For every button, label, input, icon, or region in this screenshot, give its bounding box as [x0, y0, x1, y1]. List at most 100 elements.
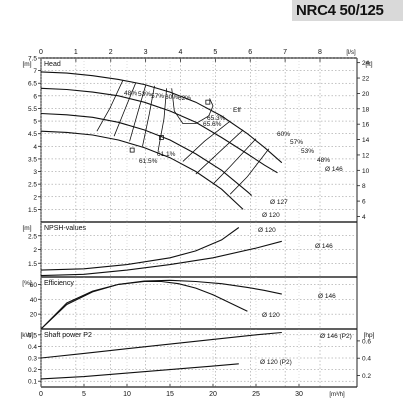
efficiency-label: Eff: [233, 107, 241, 114]
left-tick-label: 3: [33, 169, 37, 176]
bottom-axis-tick-label: 20: [209, 391, 217, 398]
eff-iso-left-2: [129, 84, 147, 142]
eff-iso-left-1: [113, 83, 136, 137]
left-tick-label: 1.5: [28, 261, 37, 268]
panel-efficiency: 20 40 60[%] Efficiency: [22, 276, 357, 330]
bottom-axis-tick-label: 15: [166, 391, 174, 398]
top-axis-tick-label: 4: [179, 49, 183, 56]
eff-iso-right-3: [229, 148, 270, 195]
bottom-axis-tick-label: 25: [252, 391, 260, 398]
series-line-3: [40, 130, 244, 210]
efficiency-label: 53%: [301, 148, 314, 155]
right-unit: [hp]: [364, 332, 375, 339]
left-tick-label: 0.4: [28, 344, 37, 351]
curve-label: Ø 146: [325, 166, 343, 173]
chart-title: NRC4 50/125: [296, 2, 384, 19]
head-efficiency-lines: 48% 53% 57% 60% 62%Eff65.3%65.6%60%57%53%48%…: [96, 80, 343, 219]
eff-iso-right-0: [182, 120, 231, 162]
right-tick-label: 8: [362, 183, 366, 190]
left-unit: [%]: [22, 280, 32, 287]
top-axis-tick-label: 2: [109, 49, 113, 56]
left-unit: [m]: [22, 61, 31, 68]
left-tick-label: 2.5: [28, 182, 37, 189]
series-line-0: [40, 227, 240, 271]
series-line-1: [40, 280, 248, 330]
right-tick-label: 0.6: [362, 338, 371, 345]
efficiency-label: 65.3%: [207, 115, 226, 122]
panel-head: 1.5 2 2.5 3 3.5 4 4.5 5 5.5 6 6.5 7 7.5[m] 4 6 8 10 12 14 1…: [22, 56, 373, 223]
left-tick-label: 7: [33, 68, 37, 75]
left-tick-label: 0.2: [28, 367, 37, 374]
top-axis-unit: [l/s]: [346, 50, 356, 56]
eff-iso-left-3: [142, 85, 155, 147]
right-tick-label: 24: [362, 60, 370, 67]
left-tick-label: 4: [33, 144, 37, 151]
top-axis-tick-label: 0: [39, 49, 43, 56]
right-unit: [ft]: [365, 61, 372, 68]
left-tick-label: 5: [33, 119, 37, 126]
efficiency-label: 61.5%: [139, 158, 158, 165]
left-tick-label: 6: [33, 93, 37, 100]
eff-iso-right-2: [212, 138, 257, 185]
curve-label-efficiency: Ø 146: [318, 293, 336, 300]
top-axis-tick-label: 3: [144, 49, 148, 56]
left-tick-label: 40: [30, 297, 38, 304]
curve-label: Ø 127: [270, 199, 288, 206]
panel-label: Shaft power P2: [44, 332, 92, 339]
bottom-axis-tick-label: 0: [39, 391, 43, 398]
efficiency-label: 60%: [165, 94, 178, 101]
right-tick-label: 22: [362, 76, 370, 83]
right-tick-label: 14: [362, 137, 370, 144]
bep-marker: [129, 147, 135, 153]
right-tick-label: 6: [362, 199, 366, 206]
series-line-1: [40, 240, 282, 277]
efficiency-label: 48%: [317, 157, 330, 164]
right-tick-label: 0.4: [362, 356, 371, 363]
left-tick-label: 0.5: [28, 332, 37, 339]
eff-iso-left-0: [96, 80, 124, 132]
left-unit: [m]: [22, 225, 31, 232]
eff-iso-right-1: [195, 129, 244, 175]
right-tick-label: 4: [362, 214, 366, 221]
bep-marker: [205, 99, 211, 105]
efficiency-label: 61.1%: [157, 151, 176, 158]
title-box: [292, 0, 403, 21]
panel-npsh: 1.5 2 2.5[m] NPSH-values: [22, 221, 357, 278]
left-tick-label: 0.3: [28, 356, 37, 363]
curve-label-power: Ø 146 (P2): [320, 333, 352, 340]
efficiency-label: 60%: [277, 131, 290, 138]
left-tick-label: 4.5: [28, 131, 37, 138]
bep-marker: [158, 135, 164, 140]
top-axis-tick-label: 8: [318, 49, 322, 56]
series-line-2: [40, 112, 253, 196]
right-tick-label: 16: [362, 122, 370, 129]
right-tick-label: 18: [362, 106, 370, 113]
top-axis-tick-label: 7: [283, 49, 287, 56]
right-tick-label: 12: [362, 152, 370, 159]
left-tick-label: 2: [33, 194, 37, 201]
right-tick-label: 10: [362, 168, 370, 175]
curve-label: Ø 120: [262, 212, 280, 219]
left-tick-label: 7.5: [28, 56, 37, 63]
curve-label-power: Ø 120 (P2): [260, 359, 292, 366]
top-axis-tick-label: 6: [248, 49, 252, 56]
curve-label-npsh: Ø 146: [315, 243, 333, 250]
left-tick-label: 2: [33, 247, 37, 254]
left-tick-label: 1.5: [28, 207, 37, 214]
series-line-0: [40, 331, 282, 359]
curve-label-efficiency: Ø 120: [262, 312, 280, 319]
left-tick-label: 6.5: [28, 81, 37, 88]
bottom-axis-tick-label: 5: [82, 391, 86, 398]
panel-label: NPSH-values: [44, 225, 87, 232]
curve-label-npsh: Ø 120: [258, 227, 276, 234]
series-line-0: [40, 71, 283, 164]
bottom-axis-unit: [m³/h]: [329, 392, 345, 398]
right-tick-label: 20: [362, 91, 370, 98]
bottom-axis-tick-label: 10: [123, 391, 131, 398]
left-tick-label: 0.1: [28, 379, 37, 386]
right-tick-label: 0.2: [362, 373, 371, 380]
bottom-axis-tick-label: 30: [295, 391, 303, 398]
top-axis-tick-label: 1: [74, 49, 78, 56]
efficiency-label: 48%: [124, 90, 137, 97]
